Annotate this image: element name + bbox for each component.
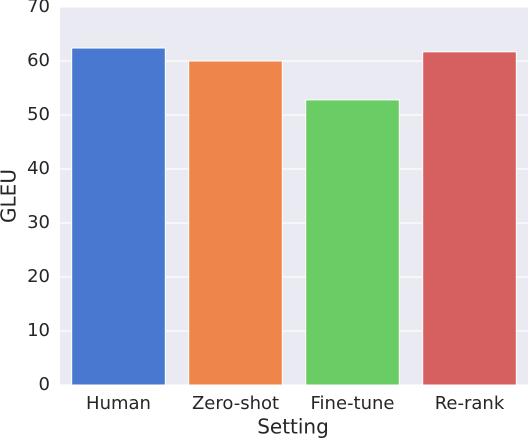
y-tick-label: 50 [27,104,50,125]
x-tick-label: Re-rank [435,393,505,414]
bar [422,51,517,386]
bar [305,99,400,386]
x-tick-label: Zero-shot [192,393,279,414]
x-tick-label: Fine-tune [311,393,395,414]
y-tick-label: 70 [27,0,50,17]
y-tick-label: 0 [39,374,50,395]
y-tick-label: 10 [27,320,50,341]
bar [188,60,283,386]
y-tick-label: 20 [27,266,50,287]
x-axis-label: Setting [257,415,329,439]
y-axis-label: GLEU [0,169,21,223]
y-tick-label: 30 [27,212,50,233]
y-tick-label: 40 [27,158,50,179]
y-tick-label: 60 [27,50,50,71]
x-tick-label: Human [86,393,151,414]
bar [71,47,166,386]
